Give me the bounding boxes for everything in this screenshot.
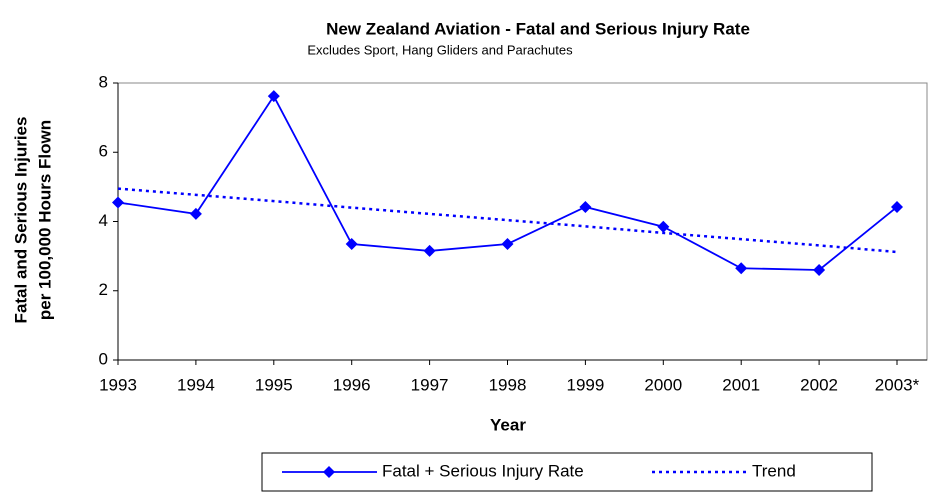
x-tick-label: 1993 bbox=[99, 375, 137, 394]
y-tick-label: 0 bbox=[99, 349, 108, 368]
y-tick-label: 2 bbox=[99, 280, 108, 299]
y-axis-title: per 100,000 Hours Flown bbox=[35, 120, 54, 320]
point-marker bbox=[813, 263, 826, 276]
point-marker bbox=[423, 244, 436, 257]
x-tick-label: 1996 bbox=[333, 375, 371, 394]
x-tick-label: 2002 bbox=[800, 375, 838, 394]
point-marker bbox=[345, 238, 358, 251]
chart-title: New Zealand Aviation - Fatal and Serious… bbox=[326, 19, 750, 38]
trend-line bbox=[117, 187, 898, 254]
x-tick-label: 2001 bbox=[722, 375, 760, 394]
x-tick-label: 1999 bbox=[566, 375, 604, 394]
point-marker bbox=[735, 262, 748, 275]
y-tick-label: 4 bbox=[99, 211, 108, 230]
x-axis-title: Year bbox=[490, 415, 526, 434]
point-marker bbox=[189, 207, 202, 220]
x-tick-label: 1994 bbox=[177, 375, 215, 394]
y-tick-label: 8 bbox=[99, 72, 108, 91]
point-marker bbox=[579, 200, 592, 213]
legend-marker bbox=[323, 466, 335, 478]
point-marker bbox=[501, 238, 514, 251]
plot-frame bbox=[117, 82, 928, 361]
point-marker bbox=[891, 200, 903, 213]
chart-subtitle: Excludes Sport, Hang Gliders and Parachu… bbox=[307, 42, 573, 57]
y-tick-label: 6 bbox=[99, 142, 108, 161]
x-tick-label: 1995 bbox=[255, 375, 293, 394]
point-marker bbox=[267, 90, 280, 103]
legend-label: Trend bbox=[752, 461, 796, 480]
x-tick-label: 1998 bbox=[489, 375, 527, 394]
x-tick-label: 1997 bbox=[411, 375, 449, 394]
x-tick-label: 2000 bbox=[644, 375, 682, 394]
y-axis-title: Fatal and Serious Injuries bbox=[11, 117, 30, 324]
point-marker bbox=[112, 196, 124, 209]
point-marker bbox=[657, 220, 670, 233]
legend-label: Fatal + Serious Injury Rate bbox=[382, 461, 584, 480]
x-tick-label: 2003* bbox=[875, 375, 920, 394]
